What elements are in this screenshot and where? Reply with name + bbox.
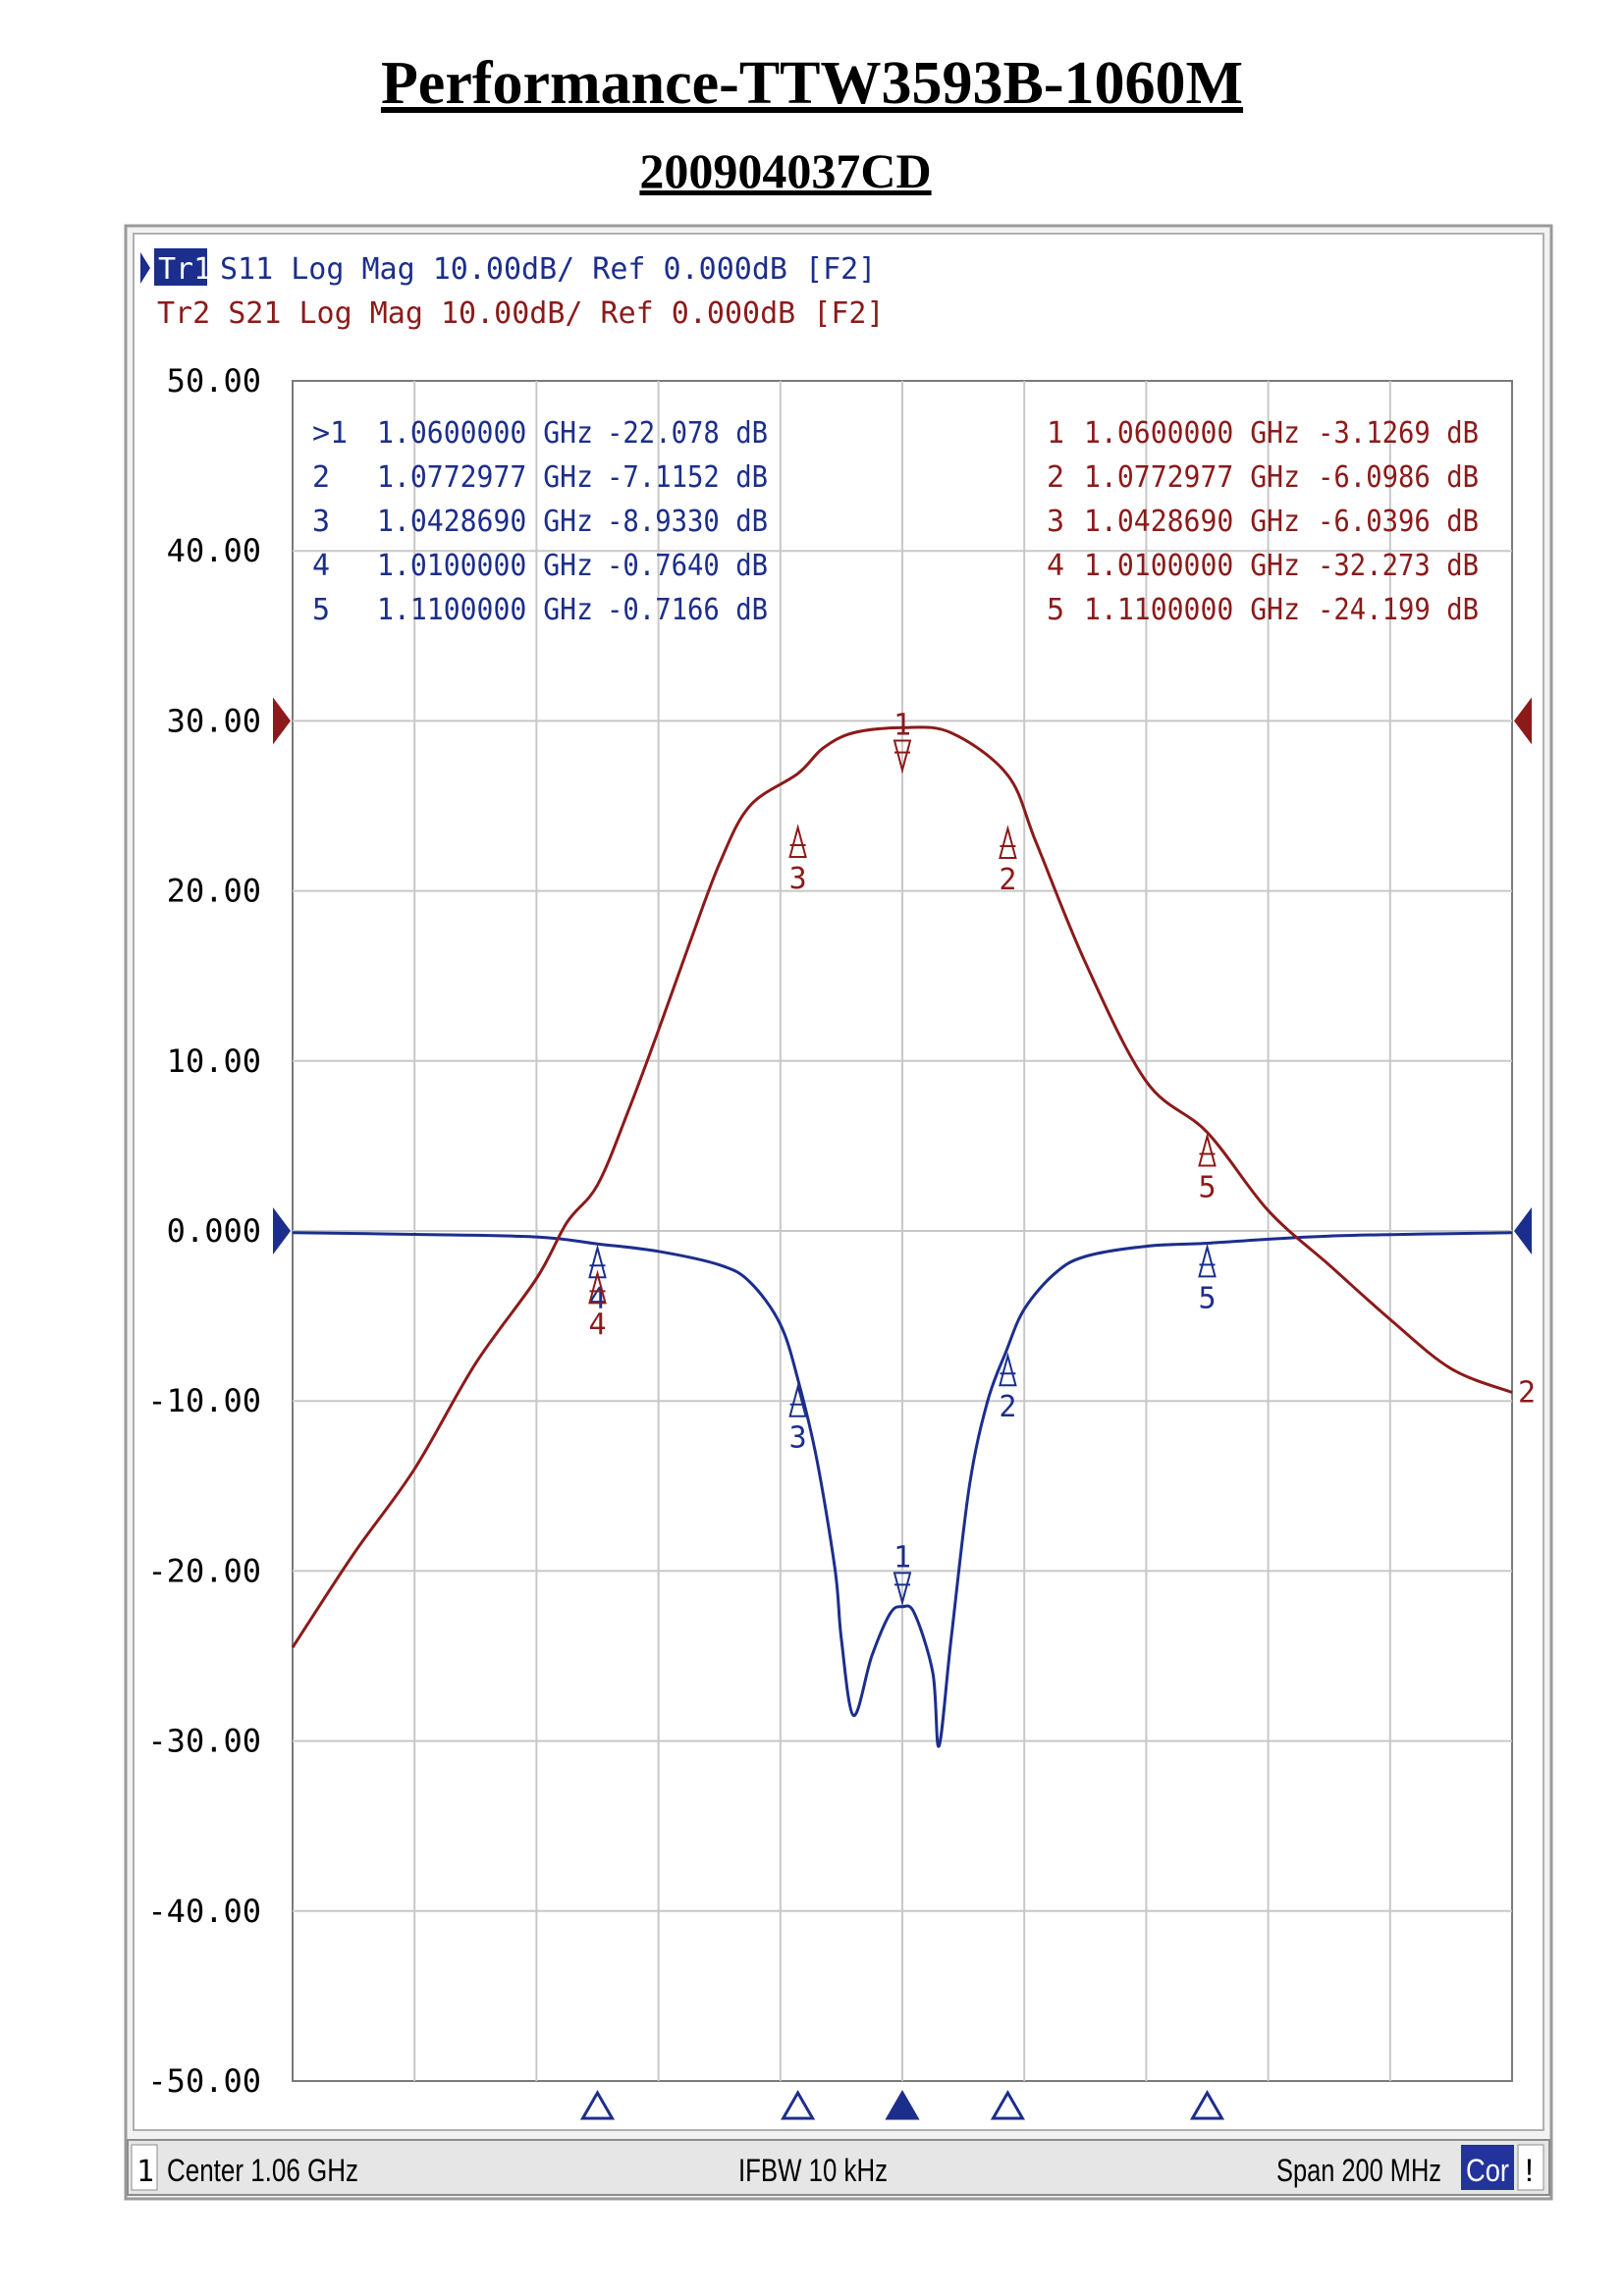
- cor-badge[interactable]: [1461, 2145, 1514, 2190]
- s11-trace: [292, 1231, 1513, 1748]
- marker-indicator-icon: [781, 2089, 816, 2120]
- y-tick-label: -50.00: [147, 2062, 261, 2100]
- s21-readout-value: -6.0396 dB: [1318, 505, 1479, 539]
- s11-marker-5-label: 5: [1198, 1281, 1216, 1315]
- y-tick-label: 50.00: [167, 362, 261, 400]
- ref-level-marker-left-icon: [273, 1207, 291, 1255]
- s11-marker-1-icon: [893, 1572, 912, 1607]
- warning-indicator: !: [1525, 2153, 1534, 2188]
- s11-readout-id: 3: [312, 505, 330, 539]
- page-title: Performance-TTW3593B-1060M: [380, 50, 1244, 117]
- channel-number: 1: [136, 2155, 154, 2189]
- marker-indicator-icon: [579, 2089, 616, 2120]
- y-tick-label: 30.00: [167, 702, 261, 739]
- warning-box[interactable]: [1517, 2144, 1544, 2191]
- s21-readout-frequency: 1.0600000 GHz: [1084, 416, 1300, 451]
- y-tick-label: -20.00: [147, 1552, 261, 1589]
- page-subtitle: 200904037CD: [639, 143, 932, 198]
- y-tick-label: 20.00: [167, 873, 261, 910]
- s21-marker-4-label: 4: [588, 1308, 606, 1342]
- s11-readout-frequency: 1.0100000 GHz: [377, 549, 593, 583]
- s21-readout-value: -3.1269 dB: [1318, 416, 1479, 451]
- y-tick-label: 10.00: [167, 1042, 261, 1080]
- s11-marker-5-icon: [1198, 1243, 1217, 1278]
- s11-readout-id: 5: [312, 593, 330, 627]
- s11-marker-2-label: 2: [999, 1390, 1016, 1424]
- s21-readout-frequency: 1.0428690 GHz: [1084, 505, 1300, 539]
- ifbw-setting[interactable]: IFBW 10 kHz: [738, 2153, 888, 2188]
- s11-readout-id: 2: [312, 460, 330, 495]
- bottom-marker-row: [579, 2089, 1225, 2120]
- y-tick-label: -40.00: [147, 1893, 261, 1930]
- s21-readout-frequency: 1.0772977 GHz: [1084, 460, 1300, 495]
- s21-marker-3-icon: [788, 824, 807, 859]
- status-bar: [127, 2139, 1550, 2196]
- s21-readout-value: -24.199 dB: [1318, 593, 1479, 627]
- s11-marker-3-label: 3: [789, 1421, 807, 1456]
- s11-readout-frequency: 1.0428690 GHz: [377, 505, 593, 539]
- s11-readout-value: -7.1152 dB: [607, 460, 768, 495]
- tr1-id: Tr1: [158, 252, 211, 287]
- marker-indicator-icon: [990, 2089, 1026, 2120]
- trace-edge-label: 2: [1518, 1376, 1536, 1411]
- s21-readout-id: 3: [1047, 505, 1064, 539]
- s11-readout-frequency: 1.0772977 GHz: [377, 460, 593, 495]
- s11-readout-frequency: 1.1100000 GHz: [377, 593, 593, 627]
- s11-readout-id: >1: [312, 416, 348, 451]
- s11-readout-frequency: 1.0600000 GHz: [377, 416, 593, 451]
- s21-marker-3-label: 3: [789, 862, 807, 896]
- s11-marker-1-label: 1: [893, 1540, 911, 1575]
- s21-marker-5-label: 5: [1198, 1171, 1216, 1205]
- s21-readout-value: -6.0986 dB: [1318, 460, 1479, 495]
- s21-marker-1-label: 1: [893, 709, 911, 743]
- reference-markers: [273, 697, 1532, 1255]
- tr1-header[interactable]: S11 Log Mag 10.00dB/ Ref 0.000dB [F2]: [220, 252, 876, 287]
- y-tick-label: -10.00: [147, 1382, 261, 1419]
- s21-readout-frequency: 1.0100000 GHz: [1084, 549, 1300, 583]
- traces: 2: [291, 725, 1536, 1748]
- cor-label: Cor: [1466, 2153, 1509, 2188]
- s21-readout-value: -32.273 dB: [1318, 549, 1479, 583]
- ref-level-marker-left-icon: [273, 697, 291, 745]
- tr1-id-box[interactable]: [154, 248, 207, 286]
- s11-readout-value: -22.078 dB: [607, 416, 768, 451]
- s21-marker-2-icon: [999, 825, 1017, 860]
- tr2-header[interactable]: Tr2 S21 Log Mag 10.00dB/ Ref 0.000dB [F2…: [157, 296, 885, 331]
- span-setting[interactable]: Span 200 MHz: [1276, 2153, 1441, 2188]
- y-tick-label: -30.00: [147, 1723, 261, 1760]
- active-marker-indicator-icon: [885, 2089, 920, 2120]
- s11-readout-value: -8.9330 dB: [607, 505, 768, 539]
- y-tick-label: 40.00: [167, 532, 261, 569]
- active-trace-pointer-icon: [140, 252, 150, 284]
- grid: [292, 380, 1513, 2082]
- s11-readout-id: 4: [312, 549, 330, 583]
- center-frequency[interactable]: Center 1.06 GHz: [167, 2153, 358, 2188]
- s21-marker-2-label: 2: [999, 863, 1016, 897]
- y-tick-label: 0.000: [167, 1212, 261, 1250]
- s11-readout-value: -0.7166 dB: [607, 593, 768, 627]
- s11-marker-3-icon: [788, 1382, 807, 1417]
- s21-marker-1-icon: [893, 739, 912, 774]
- ref-level-marker-right-icon: [1514, 697, 1532, 745]
- s21-readout-id: 2: [1047, 460, 1064, 495]
- channel-box[interactable]: [131, 2144, 158, 2191]
- s21-readout-frequency: 1.1100000 GHz: [1084, 593, 1300, 627]
- s21-readout-id: 5: [1047, 593, 1064, 627]
- s21-trace: [291, 725, 1513, 1649]
- s11-readout-value: -0.7640 dB: [607, 549, 768, 583]
- s21-readout-id: 1: [1047, 416, 1064, 451]
- y-axis-tick-labels: 50.00 40.00 30.00 20.00 10.00 0.000 -10.00 -20.…: [147, 362, 261, 2100]
- s21-readout-id: 4: [1047, 549, 1064, 583]
- s21-marker-5-icon: [1198, 1132, 1217, 1167]
- marker-indicator-icon: [1189, 2089, 1225, 2120]
- s11-marker-2-icon: [999, 1352, 1017, 1387]
- ref-level-marker-right-icon: [1514, 1207, 1532, 1255]
- marker-tables: >1 1.0600000 GHz -22.078 dB2 1.0772977 GHz -…: [312, 416, 1479, 627]
- s21-marker-4-icon: [588, 1269, 607, 1305]
